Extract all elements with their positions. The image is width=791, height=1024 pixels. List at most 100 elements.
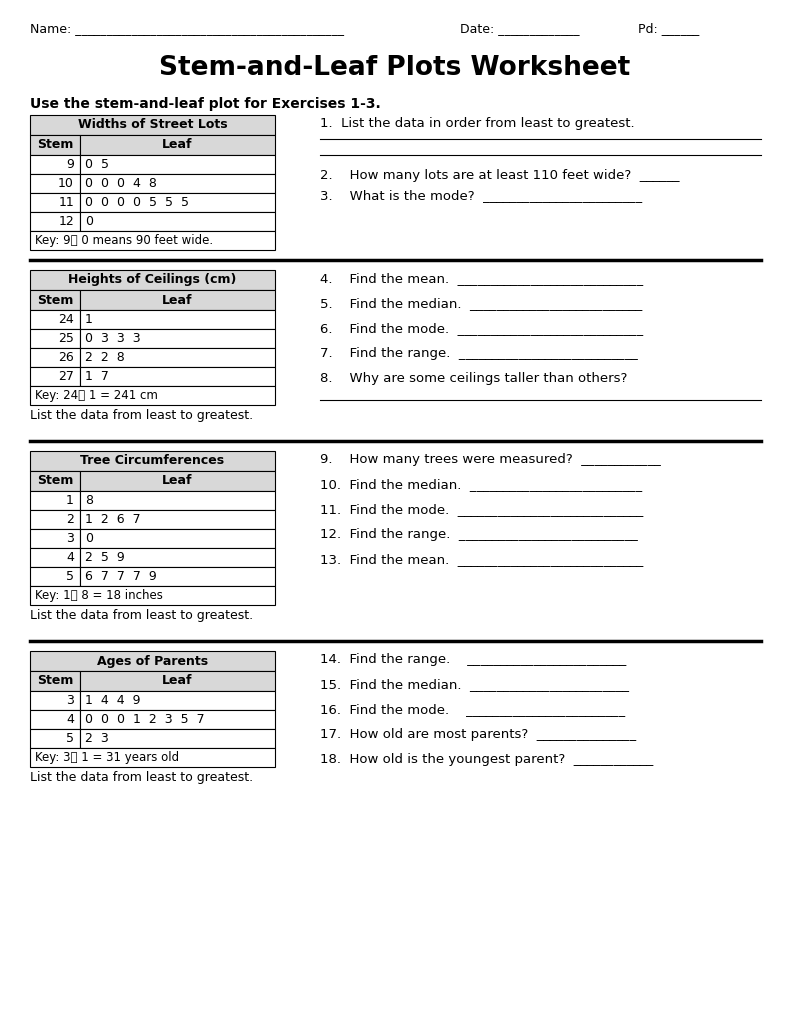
Bar xyxy=(80,290,275,310)
Text: 0: 0 xyxy=(85,532,93,545)
Text: Name: ___________________________________________: Name: __________________________________… xyxy=(30,22,344,35)
Text: 12.  Find the range.  ___________________________: 12. Find the range. ____________________… xyxy=(320,528,638,541)
Text: 1  7: 1 7 xyxy=(85,370,109,383)
Text: 2.    How many lots are at least 110 feet wide?  ______: 2. How many lots are at least 110 feet w… xyxy=(320,169,679,182)
Text: 4.    Find the mean.  ____________________________: 4. Find the mean. ______________________… xyxy=(320,272,643,285)
Bar xyxy=(30,115,275,135)
Text: 8: 8 xyxy=(85,494,93,507)
Text: 13.  Find the mean.  ____________________________: 13. Find the mean. _____________________… xyxy=(320,553,643,566)
Bar xyxy=(30,290,80,310)
Bar xyxy=(30,567,80,586)
Bar xyxy=(80,510,275,529)
Text: Stem: Stem xyxy=(37,138,74,152)
Bar xyxy=(30,651,275,671)
Text: 1: 1 xyxy=(66,494,74,507)
Text: 17.  How old are most parents?  _______________: 17. How old are most parents? __________… xyxy=(320,728,636,741)
Bar xyxy=(30,270,275,290)
Text: Stem: Stem xyxy=(37,294,74,306)
Text: 0  0  0  4  8: 0 0 0 4 8 xyxy=(85,177,157,190)
Bar xyxy=(30,231,275,250)
Bar xyxy=(30,510,80,529)
Text: 24: 24 xyxy=(59,313,74,326)
Text: Heights of Ceilings (cm): Heights of Ceilings (cm) xyxy=(68,273,237,287)
Bar xyxy=(30,548,80,567)
Text: 8.    Why are some ceilings taller than others?: 8. Why are some ceilings taller than oth… xyxy=(320,372,627,385)
Text: 5.    Find the median.  __________________________: 5. Find the median. ____________________… xyxy=(320,297,642,310)
Bar xyxy=(30,135,80,155)
Text: 3: 3 xyxy=(66,694,74,707)
Bar xyxy=(30,586,275,605)
Bar xyxy=(80,671,275,691)
Text: 1  2  6  7: 1 2 6 7 xyxy=(85,513,141,526)
Bar xyxy=(30,174,80,193)
Bar xyxy=(30,691,80,710)
Text: 11: 11 xyxy=(59,196,74,209)
Text: 2  3: 2 3 xyxy=(85,732,108,745)
Bar xyxy=(80,490,275,510)
Text: Use the stem-and-leaf plot for Exercises 1-3.: Use the stem-and-leaf plot for Exercises… xyxy=(30,97,380,111)
Text: 0: 0 xyxy=(85,215,93,228)
Text: 10: 10 xyxy=(58,177,74,190)
Text: 11.  Find the mode.  ____________________________: 11. Find the mode. _____________________… xyxy=(320,503,643,516)
Bar xyxy=(30,155,80,174)
Text: Leaf: Leaf xyxy=(162,138,193,152)
Text: 1: 1 xyxy=(85,313,93,326)
Text: 5: 5 xyxy=(66,570,74,583)
Text: 2  2  8: 2 2 8 xyxy=(85,351,125,364)
Text: Leaf: Leaf xyxy=(162,294,193,306)
Bar xyxy=(80,729,275,748)
Bar xyxy=(30,193,80,212)
Bar xyxy=(30,729,80,748)
Bar xyxy=(30,367,80,386)
Bar xyxy=(30,490,80,510)
Text: Stem: Stem xyxy=(37,474,74,487)
Bar xyxy=(80,567,275,586)
Bar xyxy=(30,348,80,367)
Text: 5: 5 xyxy=(66,732,74,745)
Text: Key: 24⃒ 1 = 241 cm: Key: 24⃒ 1 = 241 cm xyxy=(35,389,158,402)
Bar xyxy=(80,367,275,386)
Text: 4: 4 xyxy=(66,713,74,726)
Bar xyxy=(80,155,275,174)
Bar xyxy=(80,310,275,329)
Text: Ages of Parents: Ages of Parents xyxy=(97,654,208,668)
Text: 10.  Find the median.  __________________________: 10. Find the median. ___________________… xyxy=(320,478,642,490)
Text: 3: 3 xyxy=(66,532,74,545)
Text: Stem: Stem xyxy=(37,675,74,687)
Text: 0  0  0  0  5  5  5: 0 0 0 0 5 5 5 xyxy=(85,196,189,209)
Text: 4: 4 xyxy=(66,551,74,564)
Text: 18.  How old is the youngest parent?  ____________: 18. How old is the youngest parent? ____… xyxy=(320,753,653,766)
Text: Key: 3⃒ 1 = 31 years old: Key: 3⃒ 1 = 31 years old xyxy=(35,751,179,764)
Bar xyxy=(30,386,275,406)
Text: Key: 1⃒ 8 = 18 inches: Key: 1⃒ 8 = 18 inches xyxy=(35,589,163,602)
Text: 27: 27 xyxy=(58,370,74,383)
Text: Key: 9⃒ 0 means 90 feet wide.: Key: 9⃒ 0 means 90 feet wide. xyxy=(35,234,213,247)
Text: 2: 2 xyxy=(66,513,74,526)
Text: 0  3  3  3: 0 3 3 3 xyxy=(85,332,141,345)
Bar xyxy=(80,135,275,155)
Bar xyxy=(80,329,275,348)
Text: 16.  Find the mode.    ________________________: 16. Find the mode. _____________________… xyxy=(320,703,625,716)
Text: Pd: ______: Pd: ______ xyxy=(638,22,699,35)
Text: 14.  Find the range.    ________________________: 14. Find the range. ____________________… xyxy=(320,653,626,666)
Text: Stem-and-Leaf Plots Worksheet: Stem-and-Leaf Plots Worksheet xyxy=(159,55,630,81)
Text: 3.    What is the mode?  ________________________: 3. What is the mode? ___________________… xyxy=(320,189,642,202)
Bar xyxy=(80,348,275,367)
Bar xyxy=(80,212,275,231)
Bar xyxy=(80,691,275,710)
Bar xyxy=(30,329,80,348)
Text: 12: 12 xyxy=(59,215,74,228)
Bar xyxy=(30,529,80,548)
Text: 9: 9 xyxy=(66,158,74,171)
Text: List the data from least to greatest.: List the data from least to greatest. xyxy=(30,771,253,784)
Text: 7.    Find the range.  ___________________________: 7. Find the range. _____________________… xyxy=(320,347,638,360)
Text: 15.  Find the median.  ________________________: 15. Find the median. ___________________… xyxy=(320,678,629,691)
Text: 1  4  4  9: 1 4 4 9 xyxy=(85,694,141,707)
Text: 0  0  0  1  2  3  5  7: 0 0 0 1 2 3 5 7 xyxy=(85,713,205,726)
Text: Date: _____________: Date: _____________ xyxy=(460,22,580,35)
Text: 9.    How many trees were measured?  ____________: 9. How many trees were measured? _______… xyxy=(320,453,660,466)
Text: Widths of Street Lots: Widths of Street Lots xyxy=(78,119,227,131)
Bar xyxy=(30,212,80,231)
Bar xyxy=(80,174,275,193)
Bar xyxy=(30,748,275,767)
